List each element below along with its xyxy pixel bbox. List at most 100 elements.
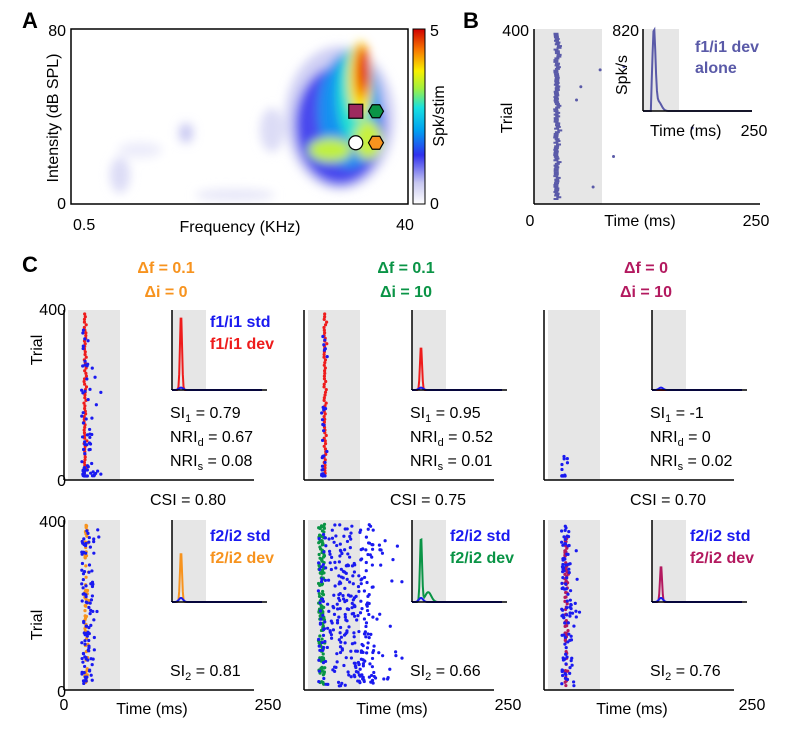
spike	[332, 540, 336, 544]
spike	[560, 529, 564, 533]
spike	[83, 350, 87, 354]
spike	[331, 628, 336, 632]
spike	[553, 185, 559, 188]
spike	[562, 454, 566, 459]
spike	[348, 546, 352, 550]
spike	[574, 615, 578, 619]
spike	[321, 563, 325, 567]
spike	[342, 597, 346, 601]
spike	[84, 523, 88, 527]
spike	[318, 570, 323, 575]
spike	[330, 536, 335, 540]
spike	[328, 552, 332, 556]
spike	[335, 618, 340, 623]
spike	[554, 43, 560, 46]
spike	[358, 530, 362, 534]
spike	[324, 379, 328, 384]
spike	[88, 387, 92, 391]
spike	[82, 428, 86, 432]
spike	[88, 432, 92, 436]
stimulus-window	[68, 520, 120, 690]
spike	[88, 545, 92, 549]
spike	[553, 136, 559, 139]
spike	[354, 665, 358, 670]
spike	[325, 342, 329, 346]
colorbar-min: 0	[430, 196, 439, 213]
spike	[323, 460, 327, 465]
spike	[83, 614, 87, 618]
spike	[561, 576, 565, 580]
spike	[321, 467, 325, 472]
c-xtick-right: 250	[495, 697, 522, 714]
spike	[394, 654, 398, 658]
spike	[84, 588, 88, 592]
spike	[560, 633, 564, 637]
spike	[84, 584, 88, 588]
spike	[554, 194, 560, 197]
spike	[572, 680, 576, 684]
marker-circle-2	[348, 135, 364, 151]
spike	[348, 580, 352, 584]
spike	[351, 611, 356, 616]
spike	[353, 614, 357, 618]
a-xlabel: Frequency (KHz)	[180, 219, 301, 236]
spike	[80, 435, 85, 439]
spike	[365, 601, 370, 605]
spike	[80, 641, 84, 645]
spike	[368, 553, 372, 557]
spike	[83, 315, 87, 319]
spike	[554, 78, 560, 81]
spike	[92, 540, 96, 544]
spike	[321, 648, 325, 653]
spike	[80, 599, 84, 603]
spike	[338, 625, 343, 630]
spike	[83, 404, 87, 408]
spike	[553, 155, 559, 158]
spike	[320, 669, 325, 673]
spike	[340, 648, 344, 652]
spike	[554, 101, 560, 104]
spike	[81, 447, 86, 452]
spike	[84, 374, 88, 378]
spike	[553, 110, 559, 113]
spike	[85, 464, 90, 468]
spike	[554, 103, 560, 106]
spike	[568, 598, 572, 602]
colorbar-label: Spk/stim	[431, 85, 448, 146]
spike	[316, 589, 321, 593]
spike	[554, 178, 560, 181]
spike	[85, 377, 89, 381]
spike	[322, 444, 326, 448]
spike	[326, 602, 330, 606]
si1-value: SI1 = 0.95	[410, 405, 481, 425]
spike	[350, 601, 354, 606]
spike	[80, 568, 84, 572]
spike	[327, 549, 332, 553]
spike	[338, 548, 343, 552]
spike	[331, 668, 335, 672]
spike	[323, 338, 327, 342]
spike	[317, 669, 321, 673]
spike	[323, 620, 327, 624]
spike	[84, 417, 88, 421]
spike	[325, 645, 329, 650]
spike	[323, 442, 328, 446]
spike	[565, 461, 570, 465]
spike	[553, 92, 559, 95]
spike	[569, 602, 573, 607]
spike	[553, 36, 559, 39]
spike	[353, 563, 357, 567]
spike	[561, 613, 565, 617]
a-ylabel: Intensity (dB SPL)	[45, 54, 62, 183]
spike	[85, 634, 89, 638]
legend-f2-dev: f2/i2 dev	[210, 550, 274, 567]
spike	[358, 611, 363, 615]
spike	[553, 173, 559, 176]
stimulus-window	[548, 310, 600, 480]
spike	[324, 544, 328, 548]
spike	[366, 632, 370, 636]
spike	[565, 552, 569, 556]
spike	[81, 679, 86, 683]
spike	[569, 659, 573, 663]
spike	[565, 599, 569, 603]
